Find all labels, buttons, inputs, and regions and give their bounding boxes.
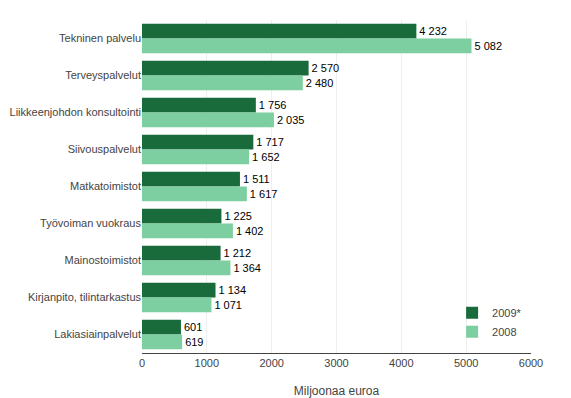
- svg-text:4 232: 4 232: [419, 25, 447, 37]
- svg-text:1 511: 1 511: [243, 173, 270, 185]
- svg-text:0: 0: [139, 357, 145, 369]
- svg-text:Siivouspalvelut: Siivouspalvelut: [68, 143, 141, 155]
- svg-text:1000: 1000: [195, 357, 219, 369]
- svg-text:Lakiasiainpalvelut: Lakiasiainpalvelut: [54, 328, 141, 340]
- svg-text:1 652: 1 652: [252, 151, 280, 163]
- svg-text:2009*: 2009*: [492, 307, 521, 319]
- svg-text:1 071: 1 071: [214, 299, 242, 311]
- svg-text:Terveyspalvelut: Terveyspalvelut: [65, 69, 141, 81]
- svg-text:3000: 3000: [324, 357, 348, 369]
- svg-text:Mainostoimistot: Mainostoimistot: [65, 254, 141, 266]
- svg-text:Työvoiman vuokraus: Työvoiman vuokraus: [40, 217, 141, 229]
- svg-text:619: 619: [185, 336, 203, 348]
- svg-text:5 082: 5 082: [474, 40, 502, 52]
- svg-text:1 225: 1 225: [224, 210, 252, 222]
- svg-text:5000: 5000: [454, 357, 478, 369]
- svg-text:2008: 2008: [492, 326, 516, 338]
- svg-text:2 570: 2 570: [312, 62, 340, 74]
- svg-text:1 717: 1 717: [256, 136, 284, 148]
- svg-text:2 035: 2 035: [277, 114, 305, 126]
- svg-text:2000: 2000: [259, 357, 283, 369]
- svg-text:6000: 6000: [519, 357, 543, 369]
- svg-text:1 617: 1 617: [250, 188, 278, 200]
- svg-text:Liikkeenjohdon konsultointi: Liikkeenjohdon konsultointi: [10, 106, 141, 118]
- svg-text:1 134: 1 134: [219, 284, 247, 296]
- svg-text:1 402: 1 402: [236, 225, 264, 237]
- svg-text:2 480: 2 480: [306, 77, 334, 89]
- svg-text:1 364: 1 364: [233, 262, 261, 274]
- svg-text:1 212: 1 212: [224, 247, 252, 259]
- svg-text:Miljoonaa euroa: Miljoonaa euroa: [294, 384, 380, 398]
- svg-text:4000: 4000: [389, 357, 413, 369]
- svg-text:1 756: 1 756: [259, 99, 287, 111]
- svg-text:Tekninen palvelu: Tekninen palvelu: [59, 32, 141, 44]
- svg-text:Kirjanpito, tilintarkastus: Kirjanpito, tilintarkastus: [28, 291, 142, 303]
- svg-text:601: 601: [184, 321, 202, 333]
- svg-text:Matkatoimistot: Matkatoimistot: [70, 180, 141, 192]
